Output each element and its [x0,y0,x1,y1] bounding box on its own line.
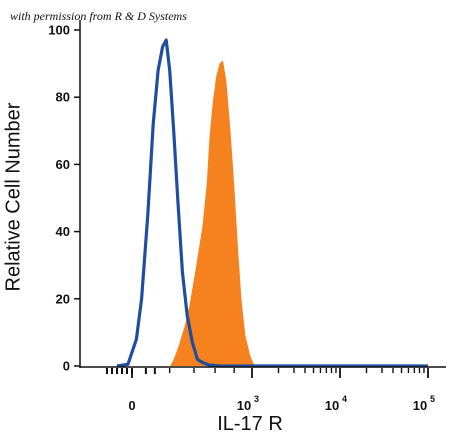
watermark-text: with permission from R & D Systems [10,9,187,23]
x-axis-label: IL-17 R [217,413,283,435]
x-tick-label: 10 [325,398,339,413]
y-tick-label: 100 [48,23,70,38]
y-tick-label: 40 [56,224,70,239]
y-tick-label: 20 [56,291,70,306]
y-tick-label: 60 [56,157,70,172]
isotype-histogram [116,38,428,368]
x-tick-exponent: 3 [254,394,259,404]
y-tick-label: 80 [56,90,70,105]
x-tick-label: 10 [237,398,251,413]
x-tick-label: 0 [128,398,135,413]
x-tick-exponent: 4 [342,394,347,404]
stained-histogram [170,60,257,366]
x-tick-label: 10 [413,398,427,413]
y-tick-label: 0 [63,359,70,374]
x-tick-exponent: 5 [430,394,435,404]
